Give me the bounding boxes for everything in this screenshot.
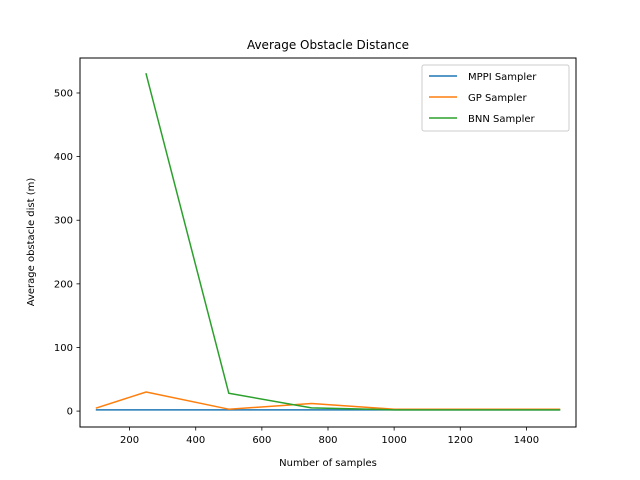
series-layer <box>95 72 561 411</box>
y-tick-label: 0 <box>67 407 73 418</box>
y-axis-label: Average obstacle dist (m) <box>26 178 37 307</box>
x-axis-ticks: 200 400 600 800 1000 1200 1400 <box>120 427 539 446</box>
x-tick-label: 800 <box>318 435 337 446</box>
legend: MPPI Sampler GP Sampler BNN Sampler <box>421 64 570 132</box>
x-tick-label: 400 <box>186 435 205 446</box>
series-line-bnn-sampler <box>145 72 561 411</box>
y-tick-label: 100 <box>54 343 73 354</box>
y-axis-ticks: 0 100 200 300 400 500 <box>54 88 80 418</box>
y-tick-label: 400 <box>54 152 73 163</box>
legend-label-mppi-sampler: MPPI Sampler <box>468 72 537 83</box>
x-tick-label: 1400 <box>514 435 539 446</box>
x-tick-label: 200 <box>120 435 139 446</box>
legend-label-bnn-sampler: BNN Sampler <box>468 114 535 125</box>
chart-title: Average Obstacle Distance <box>247 38 409 52</box>
legend-box <box>421 64 570 132</box>
x-tick-label: 1200 <box>448 435 473 446</box>
y-tick-label: 300 <box>54 216 73 227</box>
x-axis-label: Number of samples <box>279 458 377 469</box>
y-tick-label: 500 <box>54 88 73 99</box>
x-tick-label: 1000 <box>381 435 406 446</box>
x-tick-label: 600 <box>252 435 271 446</box>
legend-label-gp-sampler: GP Sampler <box>468 93 527 104</box>
y-tick-label: 200 <box>54 279 73 290</box>
